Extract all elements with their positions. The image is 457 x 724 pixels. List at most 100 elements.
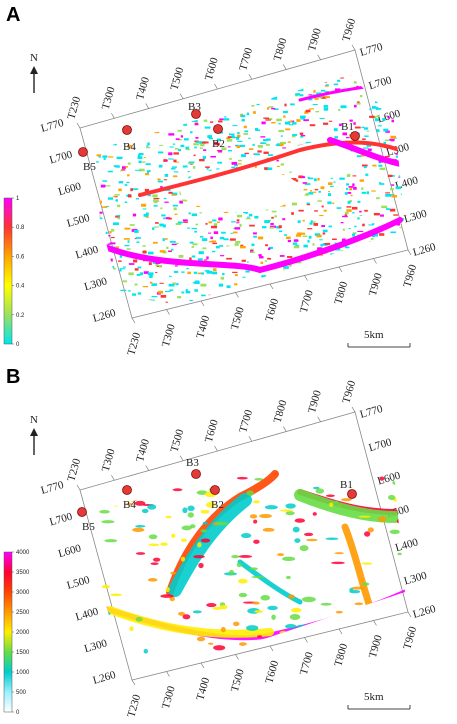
attribute-speck [194, 146, 197, 149]
attribute-speck [247, 73, 251, 75]
attribute-speck [304, 183, 311, 185]
attribute-speck [309, 288, 312, 291]
colorbar-tick-label: 3500 [16, 570, 30, 576]
attribute-speck [320, 265, 323, 269]
attribute-speck [206, 270, 213, 274]
attribute-speck [253, 86, 258, 89]
attribute-speck [264, 260, 268, 262]
attribute-speck [149, 281, 153, 284]
attribute-blob [202, 521, 208, 525]
attribute-speck [211, 250, 216, 253]
tick-mark [76, 484, 81, 491]
attribute-speck [118, 181, 124, 184]
attribute-speck [128, 93, 134, 96]
attribute-speck [205, 222, 208, 225]
attribute-blob [277, 553, 285, 557]
attribute-speck [193, 271, 198, 274]
attribute-speck [173, 159, 177, 163]
attribute-speck [344, 214, 348, 217]
attribute-speck [159, 250, 165, 253]
attribute-speck [181, 199, 188, 202]
attribute-speck [168, 217, 172, 220]
attribute-speck [312, 78, 315, 81]
attribute-speck [116, 293, 120, 296]
attribute-speck [224, 89, 230, 92]
attribute-speck [395, 286, 401, 289]
well-label: B5 [83, 161, 96, 173]
attribute-blob [377, 516, 387, 522]
attribute-blob [229, 569, 235, 576]
attribute-speck [271, 96, 278, 100]
attribute-speck [125, 122, 131, 126]
well-label: B4 [123, 499, 136, 511]
attribute-speck [357, 253, 362, 256]
attribute-speck [274, 215, 278, 218]
attribute-speck [310, 190, 313, 192]
attribute-blob [193, 554, 205, 559]
attribute-speck [297, 220, 301, 223]
attribute-speck [310, 220, 313, 223]
attribute-blob [143, 648, 148, 654]
colorbar [3, 197, 13, 345]
attribute-speck [108, 235, 111, 237]
attribute-speck [274, 288, 281, 291]
attribute-speck [351, 206, 358, 210]
attribute-speck [165, 77, 168, 80]
attribute-speck [124, 110, 129, 112]
attribute-speck [141, 306, 143, 308]
attribute-speck [364, 135, 369, 137]
attribute-speck [365, 265, 370, 268]
attribute-speck [201, 272, 205, 275]
attribute-speck [97, 145, 103, 148]
attribute-speck [123, 88, 128, 92]
attribute-blob [284, 624, 297, 629]
attribute-speck [208, 137, 214, 140]
attribute-blob [335, 610, 343, 614]
attribute-speck [311, 288, 316, 290]
attribute-speck [165, 121, 169, 124]
attribute-blob [182, 507, 188, 514]
attribute-speck [323, 209, 327, 212]
attribute-blob [152, 557, 161, 562]
attribute-speck [119, 113, 126, 116]
panel-label: A [6, 4, 21, 26]
top-trace-label: T700 [237, 408, 255, 434]
attribute-blob [350, 586, 365, 590]
right-line-label: L770 [359, 41, 385, 59]
attribute-speck [361, 302, 365, 305]
attribute-speck [319, 214, 324, 217]
attribute-speck [227, 136, 233, 139]
attribute-blob [253, 500, 260, 504]
high-value-belt [327, 137, 405, 168]
attribute-speck [276, 226, 281, 229]
attribute-speck [363, 247, 367, 250]
attribute-speck [288, 264, 292, 267]
attribute-speck [278, 225, 282, 229]
attribute-speck [396, 223, 401, 226]
colorbar-tick-label: 2000 [16, 630, 30, 636]
attribute-speck [110, 267, 116, 270]
attribute-speck [357, 200, 361, 203]
attribute-blob [111, 498, 122, 502]
attribute-speck [389, 208, 396, 212]
attribute-speck [227, 291, 233, 294]
attribute-speck [244, 97, 247, 100]
attribute-speck [98, 135, 101, 138]
attribute-speck [124, 184, 128, 186]
attribute-speck [356, 155, 362, 158]
attribute-speck [117, 214, 121, 217]
attribute-speck [280, 92, 284, 94]
tick-mark [304, 637, 308, 643]
attribute-speck [172, 175, 178, 178]
attribute-speck [192, 166, 196, 169]
attribute-speck [307, 240, 310, 243]
attribute-speck [234, 283, 238, 286]
attribute-blob [104, 539, 118, 543]
attribute-blob [346, 625, 358, 631]
attribute-speck [169, 146, 174, 148]
attribute-speck [317, 262, 323, 265]
attribute-speck [271, 121, 276, 124]
attribute-blob [125, 503, 134, 506]
attribute-speck [241, 259, 246, 262]
attribute-speck [254, 215, 259, 219]
